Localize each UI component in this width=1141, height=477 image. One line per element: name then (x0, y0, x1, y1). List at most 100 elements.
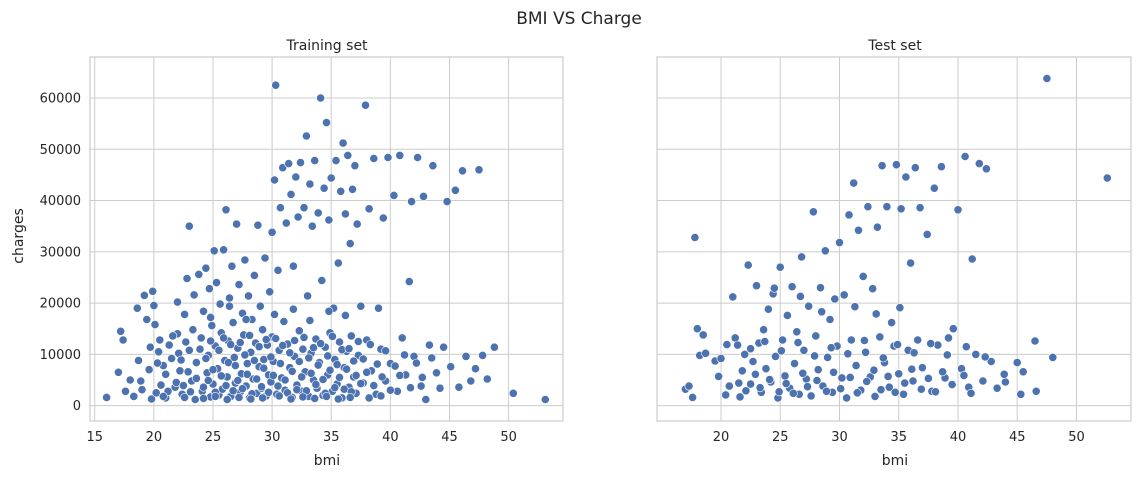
data-point (294, 326, 304, 336)
data-point (978, 376, 988, 386)
data-point (876, 385, 886, 395)
data-point (335, 337, 344, 347)
data-point (207, 321, 217, 330)
data-point (999, 369, 1009, 379)
data-point (249, 356, 259, 365)
data-point (186, 387, 195, 397)
data-point (254, 342, 264, 352)
data-point (796, 291, 805, 301)
data-point (690, 233, 700, 242)
data-point (1001, 377, 1010, 387)
data-point (439, 342, 448, 352)
data-point (372, 359, 382, 369)
data-point (1031, 386, 1041, 396)
x-axis-label-training: bmi (314, 453, 340, 469)
plot-frame (656, 56, 1132, 422)
data-point (348, 184, 357, 194)
x-tick-label: 50 (1068, 430, 1085, 445)
data-point (246, 394, 256, 404)
data-point (225, 293, 234, 303)
data-point (892, 160, 901, 170)
data-point (278, 163, 288, 173)
data-point (322, 391, 331, 401)
data-point (176, 355, 186, 365)
data-point (142, 315, 152, 324)
data-point (288, 261, 298, 271)
data-point (305, 179, 315, 189)
data-point (201, 263, 211, 273)
data-point (424, 340, 434, 350)
data-point (264, 387, 273, 397)
data-point (933, 340, 943, 350)
data-point (210, 391, 220, 401)
y-axis-label: charges (11, 208, 27, 263)
data-point (944, 333, 953, 343)
data-point (1102, 173, 1112, 183)
data-point (317, 276, 327, 285)
data-point (826, 343, 836, 353)
data-point (278, 341, 288, 350)
data-point (450, 185, 460, 195)
data-point (780, 371, 790, 381)
x-tick-label: 35 (890, 430, 907, 445)
data-point (980, 352, 990, 362)
data-point (692, 324, 702, 334)
data-point (846, 335, 856, 345)
x-tick-label: 40 (950, 430, 967, 445)
y-tick-label: 30000 (40, 245, 81, 260)
data-point (1030, 336, 1040, 346)
data-point (967, 254, 977, 264)
data-point (226, 340, 236, 349)
data-point (296, 158, 305, 167)
data-point (722, 340, 732, 349)
data-point (900, 378, 910, 388)
data-point (325, 365, 335, 375)
data-point (330, 383, 340, 393)
y-tick-label: 0 (73, 399, 81, 414)
data-point (221, 381, 231, 390)
data-point (875, 332, 885, 342)
data-point (335, 372, 344, 382)
data-point (432, 368, 441, 378)
data-point (383, 153, 393, 162)
data-point (849, 178, 859, 188)
data-point (323, 351, 333, 361)
data-point (181, 337, 191, 347)
data-point (774, 387, 784, 397)
data-point (144, 365, 154, 375)
data-point (777, 346, 786, 356)
data-point (478, 350, 487, 360)
data-point (260, 253, 270, 263)
data-point (971, 349, 981, 359)
data-point (369, 381, 379, 390)
data-point (298, 392, 308, 402)
data-point (116, 326, 126, 336)
data-point (258, 393, 267, 403)
data-point (740, 349, 750, 359)
data-point (1042, 74, 1052, 83)
data-point (118, 335, 128, 345)
data-point (361, 100, 370, 110)
data-point (735, 392, 745, 402)
data-point (219, 333, 228, 343)
data-point (136, 376, 146, 386)
data-point (364, 204, 374, 214)
x-tick-label: 35 (323, 430, 340, 445)
data-point (307, 221, 317, 231)
data-point (790, 359, 799, 368)
data-point (311, 380, 321, 389)
data-point (199, 393, 208, 403)
data-point (203, 376, 213, 385)
data-point (267, 227, 277, 237)
data-point (698, 330, 708, 340)
data-point (147, 394, 156, 404)
data-point (183, 367, 193, 377)
data-point (230, 361, 240, 370)
data-point (817, 307, 827, 317)
data-point (285, 348, 295, 358)
data-point (938, 367, 947, 377)
data-point (273, 265, 283, 275)
data-point (788, 388, 798, 398)
data-point (858, 271, 868, 281)
